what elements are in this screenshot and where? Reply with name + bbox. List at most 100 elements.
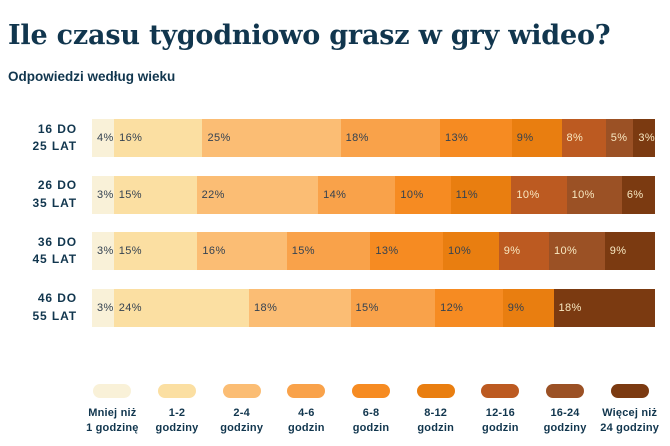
legend-label: Więcej niż 24 godziny (600, 407, 660, 434)
bar-segment: 25% (202, 119, 341, 157)
bar-segment: 10% (511, 175, 567, 214)
percent-label: 9% (516, 132, 534, 144)
legend-item: 4-6 godzin (274, 384, 339, 435)
legend-item: Mniej niż 1 godzinę (80, 384, 145, 435)
stacked-bar: 3% 24% 18% 15% 12% 9% 18% (92, 288, 656, 327)
legend-swatch (352, 384, 391, 398)
bar-segment: 9% (604, 232, 655, 270)
bar-segment: 22% (196, 175, 319, 214)
percent-label: 10% (571, 188, 595, 201)
legend-item: 12-16 godzin (468, 384, 533, 435)
legend-swatch (158, 384, 196, 398)
percent-label: 15% (291, 245, 315, 257)
age-row: 26 DO 35 LAT 3% 15% 22% 14% 10% 11% 10% 10% 6% (0, 175, 656, 214)
bar-segment: 15% (113, 175, 197, 214)
stacked-bar: 4% 16% 25% 18% 13% 9% 8% 5% 3% (92, 119, 656, 157)
bar-segment: 5% (605, 119, 634, 157)
legend-swatch (416, 384, 455, 398)
page-title: Ile czasu tygodniowo grasz w gry wideo? (8, 20, 611, 51)
legend-label: Mniej niż 1 godzinę (86, 407, 139, 434)
bar-segment: 6% (621, 175, 656, 214)
age-row: 36 DO 45 LAT 3% 15% 16% 15% 13% 10% 9% 10% 9% (0, 232, 655, 270)
legend-swatch (546, 384, 585, 398)
bar-segment: 18% (340, 119, 440, 157)
bar-segment: 3% (92, 232, 114, 270)
age-group-label: 16 DO 25 LAT (32, 121, 77, 154)
percent-label: 3% (97, 301, 114, 314)
legend-item: 16-24 godziny (533, 384, 598, 435)
legend-label: 16-24 godziny (543, 407, 587, 434)
stacked-bar: 3% 15% 22% 14% 10% 11% 10% 10% 6% (92, 175, 656, 214)
stacked-bar-chart: 16 DO 25 LAT 4% 16% 25% 18% 13% 9% 8% 5% 3% 26 DO 35… (0, 119, 656, 327)
bar-segment: 11% (450, 175, 512, 214)
percent-label: 13% (375, 245, 399, 257)
age-row: 46 DO 55 LAT 3% 24% 18% 15% 12% 9% 18% (0, 288, 656, 327)
percent-label: 18% (558, 301, 582, 314)
bar-segment: 10% (395, 175, 451, 214)
percent-label: 15% (118, 245, 142, 257)
legend-swatch (93, 384, 132, 398)
percent-label: 15% (118, 188, 142, 201)
percent-label: 10% (447, 245, 472, 257)
legend-label: 12-16 godzin (482, 407, 519, 434)
percent-label: 8% (566, 132, 584, 144)
bar-segment: 24% (113, 288, 250, 327)
legend-swatch (481, 384, 520, 398)
stacked-bar: 3% 15% 16% 15% 13% 10% 9% 10% 9% (92, 232, 655, 270)
percent-label: 3% (97, 188, 114, 201)
bar-segment: 18% (249, 288, 351, 327)
percent-label: 9% (609, 245, 627, 257)
percent-label: 24% (118, 301, 142, 314)
legend-label: 1-2 godziny (155, 407, 199, 434)
legend-label: 4-6 godzin (288, 407, 325, 434)
percent-label: 22% (201, 188, 225, 201)
percent-label: 5% (610, 132, 628, 144)
age-row: 16 DO 25 LAT 4% 16% 25% 18% 13% 9% 8% 5% 3% (0, 119, 656, 157)
percent-label: 10% (516, 188, 540, 201)
legend-label: 6-8 godzin (352, 407, 390, 434)
bar-segment: 8% (561, 119, 606, 157)
legend-swatch (610, 384, 649, 398)
bar-segment: 12% (435, 288, 503, 327)
percent-label: 25% (207, 132, 231, 144)
legend-label: 8-12 godzin (417, 407, 455, 434)
bar-segment: 10% (442, 232, 499, 270)
bar-segment: 18% (553, 288, 656, 327)
legend-swatch (222, 384, 261, 398)
legend-item: 6-8 godzin (339, 384, 404, 435)
legend-item: Więcej niż 24 godziny (597, 384, 662, 435)
percent-label: 18% (254, 301, 278, 314)
bar-segment: 4% (92, 119, 115, 157)
percent-label: 14% (323, 188, 347, 201)
percent-label: 10% (400, 188, 424, 201)
bar-segment: 16% (197, 232, 287, 270)
bar-segment: 16% (114, 119, 203, 157)
percent-label: 16% (119, 132, 143, 144)
percent-label: 12% (440, 301, 464, 314)
percent-label: 13% (444, 132, 469, 144)
legend-label: 2-4 godziny (220, 407, 264, 434)
legend-item: 1-2 godziny (145, 384, 210, 435)
percent-label: 3% (97, 245, 114, 257)
percent-label: 18% (345, 132, 369, 144)
percent-label: 3% (638, 132, 656, 144)
percent-label: 9% (507, 301, 525, 314)
bar-segment: 13% (370, 232, 443, 270)
age-group-label: 36 DO 45 LAT (32, 234, 77, 267)
bar-segment: 10% (548, 232, 605, 270)
percent-label: 15% (355, 301, 379, 314)
bar-segment: 9% (502, 288, 554, 327)
percent-label: 6% (626, 188, 644, 201)
legend-item: 2-4 godziny (209, 384, 274, 435)
bar-segment: 15% (286, 232, 371, 270)
bar-segment: 15% (350, 288, 436, 327)
legend: Mniej niż 1 godzinę 1-2 godziny 2-4 godziny 4-… (80, 384, 662, 435)
bar-segment: 13% (439, 119, 512, 157)
bar-segment: 9% (498, 232, 549, 270)
bar-segment: 3% (633, 119, 656, 157)
bar-segment: 14% (318, 175, 396, 214)
percent-label: 9% (503, 245, 521, 257)
legend-swatch (287, 384, 326, 398)
bar-segment: 3% (92, 288, 114, 327)
